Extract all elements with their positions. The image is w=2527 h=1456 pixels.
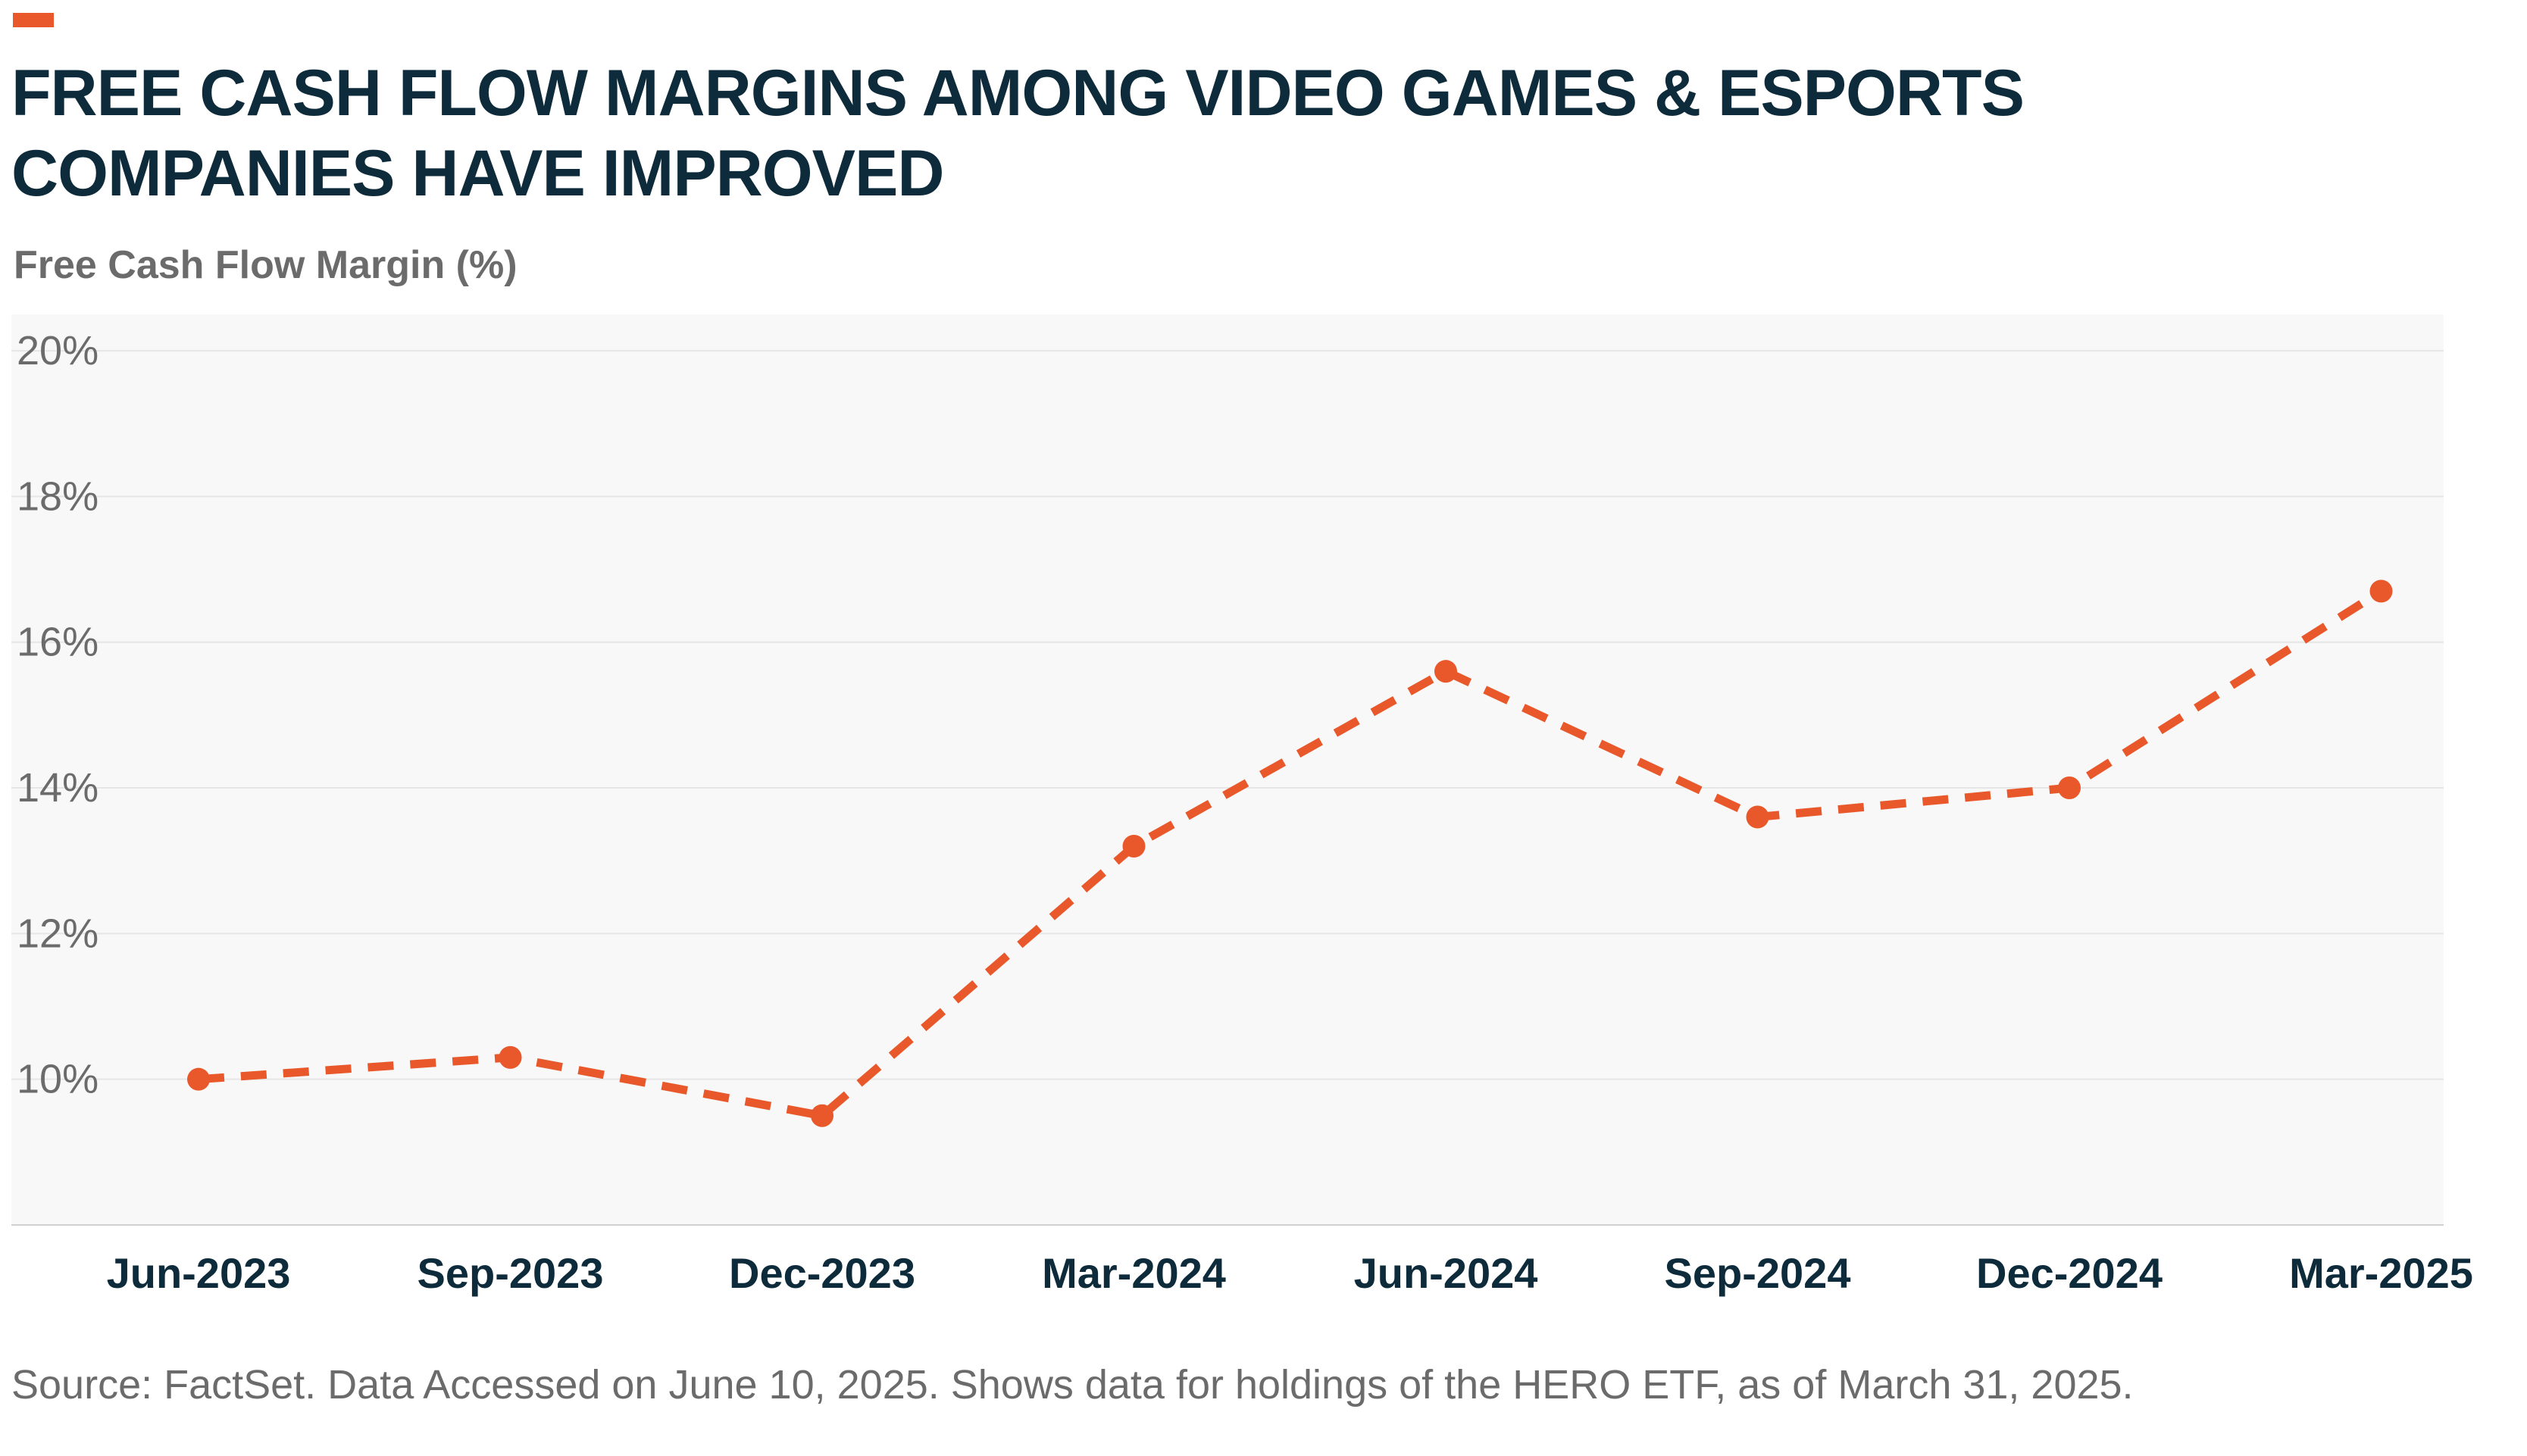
data-point <box>499 1045 522 1069</box>
y-tick-label: 10% <box>17 1057 99 1102</box>
data-point <box>1122 834 1146 858</box>
x-tick-label: Dec-2024 <box>1976 1249 2163 1297</box>
y-axis-ticks: 10% 12% 14% 16% 18% 20% <box>17 328 99 1102</box>
y-tick-label: 14% <box>17 765 99 811</box>
plot-area <box>11 314 2444 1225</box>
data-point <box>1746 805 1769 829</box>
series-layer <box>187 580 2393 1127</box>
series-line <box>198 587 2384 1120</box>
x-tick-label: Sep-2024 <box>1665 1249 1851 1297</box>
y-axis-label: Free Cash Flow Margin (%) <box>14 243 518 287</box>
y-tick-label: 20% <box>17 328 99 373</box>
x-axis-ticks: Jun-2023 Sep-2023 Dec-2023 Mar-2024 Jun-2024… <box>107 1249 2473 1297</box>
data-point <box>187 1067 210 1091</box>
y-tick-label: 16% <box>17 620 99 665</box>
data-point <box>2058 776 2081 800</box>
y-tick-label: 18% <box>17 473 99 519</box>
y-tick-label: 12% <box>17 911 99 956</box>
chart-title: FREE CASH FLOW MARGINS AMONG VIDEO GAMES… <box>11 57 2025 210</box>
data-point <box>2369 580 2393 603</box>
gridlines <box>11 350 2444 1080</box>
x-tick-label: Mar-2024 <box>1042 1249 1226 1297</box>
accent-bar <box>13 13 54 27</box>
x-tick-label: Jun-2024 <box>1354 1249 1538 1297</box>
x-tick-label: Sep-2023 <box>418 1249 604 1297</box>
data-point <box>1434 660 1457 683</box>
x-tick-label: Mar-2025 <box>2289 1249 2473 1297</box>
x-tick-label: Dec-2023 <box>729 1249 915 1297</box>
x-tick-label: Jun-2023 <box>107 1249 291 1297</box>
source-note: Source: FactSet. Data Accessed on June 1… <box>11 1362 2134 1408</box>
data-point <box>811 1104 833 1127</box>
